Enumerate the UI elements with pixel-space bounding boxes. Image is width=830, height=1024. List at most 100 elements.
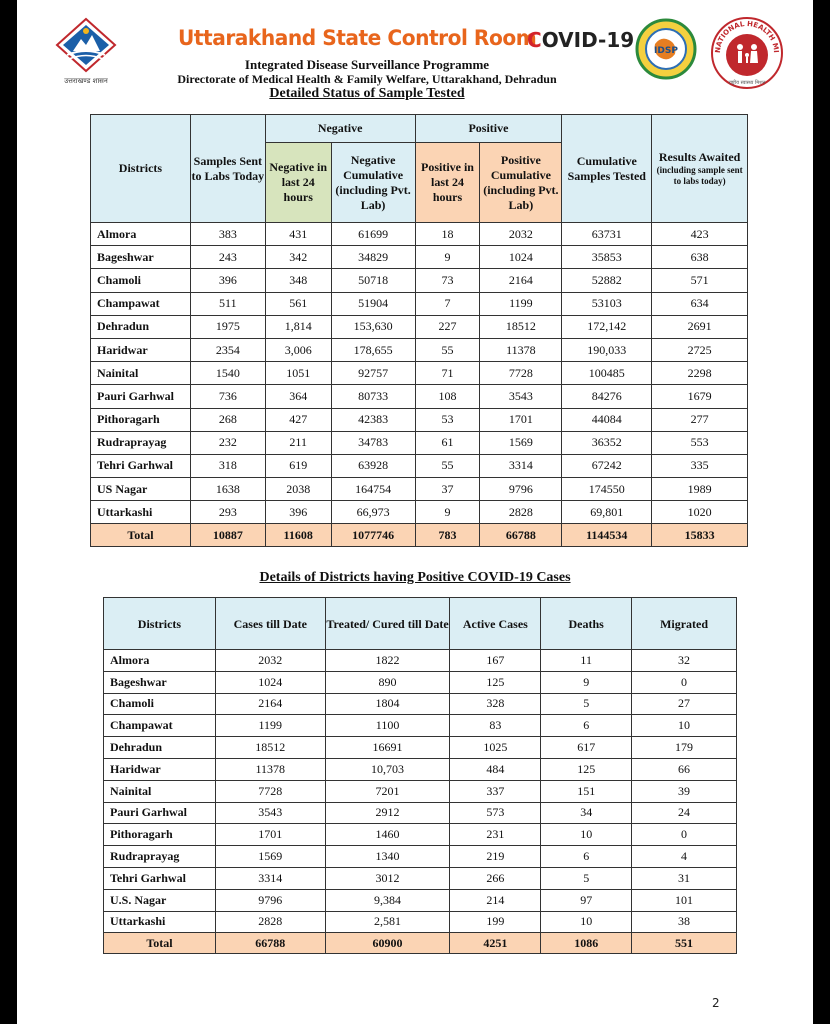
table-cell: 243 <box>189 245 266 270</box>
table-cell: 73 <box>414 268 481 293</box>
covid-19-label: COVID-19 <box>527 28 635 52</box>
table-cell: 4 <box>631 845 737 868</box>
table-cell: 2032 <box>214 649 326 672</box>
table-cell: 736 <box>189 384 266 409</box>
table-cell: 511 <box>189 291 266 316</box>
table-cell: 69,801 <box>561 500 653 525</box>
table-cell: 3543 <box>214 801 326 825</box>
district-name: Pithoragarh <box>103 823 216 847</box>
table-cell: 18512 <box>214 736 326 759</box>
table-cell: 7728 <box>479 361 563 386</box>
table-cell: 67242 <box>561 453 653 479</box>
section-title: Detailed Status of Sample Tested <box>269 86 465 101</box>
table-cell: 50718 <box>330 268 416 293</box>
table-cell: 18512 <box>479 314 563 339</box>
table-cell: 167 <box>449 649 542 672</box>
table-cell: 63731 <box>561 221 653 247</box>
total-cell: 1086 <box>540 932 633 955</box>
table-cell: 5 <box>540 866 633 890</box>
table-cell: 1701 <box>214 823 326 847</box>
district-name: Haridwar <box>103 757 216 781</box>
table-cell: 151 <box>540 779 633 803</box>
column-header: Deaths <box>540 597 633 650</box>
district-name: Champawat <box>90 291 191 316</box>
programme-name: Integrated Disease Surveillance Programm… <box>244 57 490 72</box>
table-cell: 571 <box>651 268 748 293</box>
table-cell: 36352 <box>561 430 653 455</box>
district-name: Nainital <box>90 361 191 386</box>
table-cell: 37 <box>414 477 481 502</box>
table-cell: 7201 <box>324 779 451 803</box>
district-name: Dehradun <box>103 736 216 759</box>
table-cell: 1,814 <box>264 314 332 339</box>
table-cell: 61699 <box>330 221 416 247</box>
total-label: Total <box>103 932 216 955</box>
district-name: Chamoli <box>103 692 216 716</box>
table-cell: 1025 <box>449 736 542 759</box>
table-cell: 219 <box>449 845 542 868</box>
table-cell: 179 <box>631 736 737 759</box>
table-cell: 890 <box>324 670 451 694</box>
district-name: Pauri Garhwal <box>103 801 216 825</box>
table-cell: 214 <box>449 888 542 912</box>
total-cell: 60900 <box>324 932 451 955</box>
table-cell: 2691 <box>651 314 748 339</box>
table-cell: 1569 <box>214 845 326 868</box>
col-results-awaited: Results Awaited (including sample sent t… <box>651 114 748 223</box>
table-row: Tehri Garhwal 318 619 63928 55 3314 67242 335 <box>90 453 748 479</box>
column-header: Migrated <box>631 597 737 650</box>
table-cell: 2164 <box>479 268 563 293</box>
table-row: Champawat 1199 1100 83 6 10 <box>103 714 737 738</box>
total-cell: 1144534 <box>561 523 653 548</box>
table-row: Nainital 1540 1051 92757 71 7728 100485 2298 <box>90 361 748 386</box>
table-cell: 3012 <box>324 866 451 890</box>
table-cell: 5 <box>540 692 633 716</box>
table-cell: 38 <box>631 910 737 934</box>
total-cell: 66788 <box>479 523 563 548</box>
table-cell: 1701 <box>479 407 563 432</box>
total-cell: 1077746 <box>330 523 416 548</box>
district-name: Uttarkashi <box>103 910 216 934</box>
table-cell: 63928 <box>330 453 416 479</box>
table-cell: 2298 <box>651 361 748 386</box>
table-row: Pithoragarh 1701 1460 231 10 0 <box>103 823 737 847</box>
district-name: Tehri Garhwal <box>103 866 216 890</box>
document-page: उत्तराखण्ड शासन Uttarakhand State Contro… <box>17 0 813 1024</box>
table-cell: 573 <box>449 801 542 825</box>
table-cell: 1975 <box>189 314 266 339</box>
district-name: Tehri Garhwal <box>90 453 191 479</box>
table-cell: 268 <box>189 407 266 432</box>
table-cell: 34783 <box>330 430 416 455</box>
district-name: Nainital <box>103 779 216 803</box>
table-cell: 6 <box>540 845 633 868</box>
district-cases-header: Districts Cases till Date Treated/ Cured t… <box>103 597 737 650</box>
table-cell: 6 <box>540 714 633 738</box>
table-cell: 0 <box>631 823 737 847</box>
column-header: Treated/ Cured till Date <box>324 597 451 650</box>
table-cell: 1679 <box>651 384 748 409</box>
district-name: Champawat <box>103 714 216 738</box>
main-title: Uttarakhand State Control Room <box>178 26 537 50</box>
sample-status-header: Districts Samples Sent to Labs Today Neg… <box>90 114 748 223</box>
table-cell: 172,142 <box>561 314 653 339</box>
table-cell: 27 <box>631 692 737 716</box>
table-cell: 3543 <box>479 384 563 409</box>
table-cell: 9796 <box>214 888 326 912</box>
district-name: Bageshwar <box>90 245 191 270</box>
table-row: Uttarkashi 2828 2,581 199 10 38 <box>103 910 737 934</box>
table-row: U.S. Nagar 9796 9,384 214 97 101 <box>103 888 737 912</box>
table-cell: 553 <box>651 430 748 455</box>
district-cases-total-row: Total 66788 60900 4251 1086 551 <box>103 932 737 955</box>
sample-status-rows: Almora 383 431 61699 18 2032 63731 423 Bageshwar… <box>90 221 748 525</box>
table-row: Pauri Garhwal 736 364 80733 108 3543 84276 1679 <box>90 384 748 409</box>
table-cell: 9 <box>414 500 481 525</box>
total-cell: 10887 <box>189 523 266 548</box>
table-cell: 53 <box>414 407 481 432</box>
column-header: Districts <box>103 597 216 650</box>
table-cell: 10 <box>540 910 633 934</box>
table-cell: 10,703 <box>324 757 451 781</box>
table-cell: 44084 <box>561 407 653 432</box>
table-cell: 3314 <box>214 866 326 890</box>
district-name: Haridwar <box>90 337 191 363</box>
table-cell: 423 <box>651 221 748 247</box>
